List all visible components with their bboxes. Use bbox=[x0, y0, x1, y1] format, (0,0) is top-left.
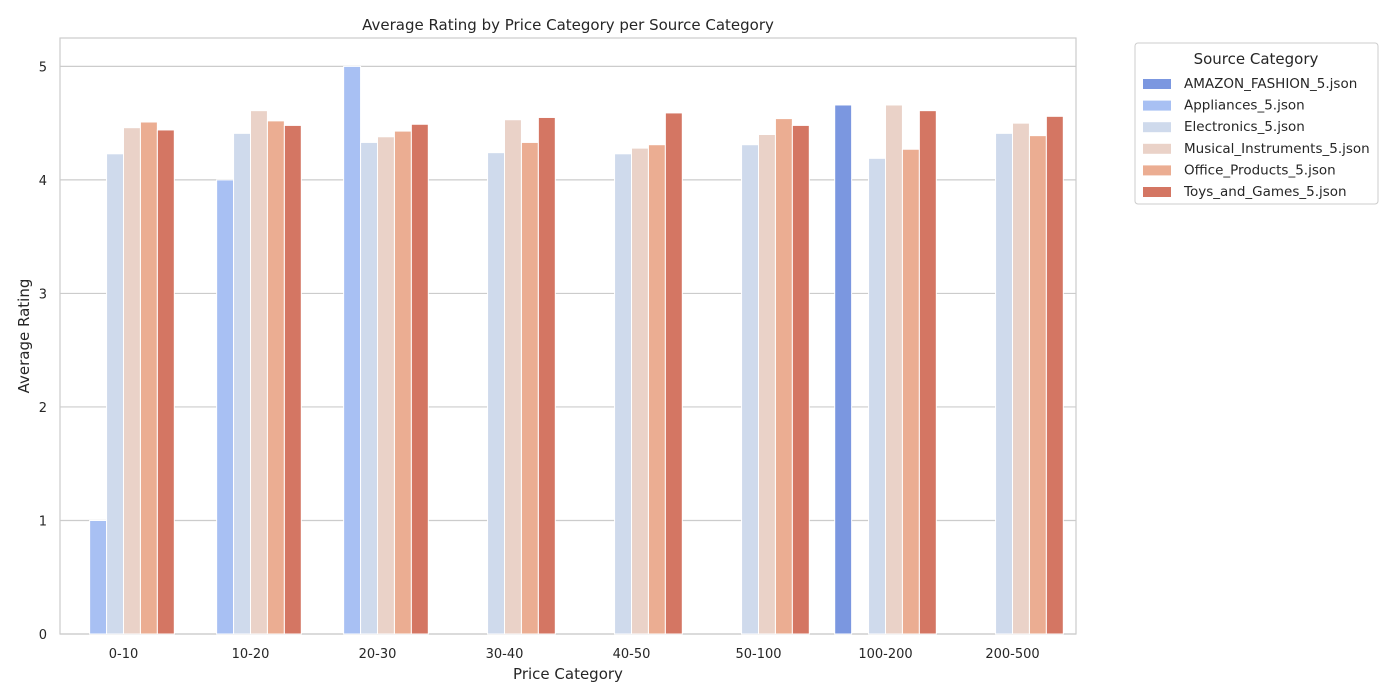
y-tick-label: 0 bbox=[39, 628, 47, 643]
bar bbox=[410, 123, 429, 635]
bar bbox=[614, 153, 632, 635]
legend-label: Appliances_5.json bbox=[1184, 98, 1305, 114]
bar bbox=[918, 110, 937, 635]
bar bbox=[123, 127, 141, 635]
bar bbox=[283, 124, 302, 635]
bar bbox=[360, 141, 379, 635]
bar bbox=[664, 112, 683, 635]
bar bbox=[1028, 135, 1047, 635]
y-tick-label: 5 bbox=[39, 60, 47, 75]
y-tick-label: 3 bbox=[39, 287, 47, 302]
bar bbox=[901, 148, 920, 635]
legend: Source Category AMAZON_FASHION_5.json App… bbox=[1134, 42, 1379, 205]
y-tick-label: 4 bbox=[39, 174, 47, 189]
bar bbox=[377, 136, 395, 635]
bar bbox=[487, 152, 506, 635]
y-axis-label: Average Rating bbox=[15, 279, 33, 394]
bar bbox=[1012, 122, 1030, 635]
bar bbox=[741, 144, 759, 635]
bar bbox=[343, 65, 362, 635]
y-tick-label: 2 bbox=[39, 401, 47, 416]
bar bbox=[647, 144, 666, 635]
x-tick-label: 50-100 bbox=[735, 647, 781, 662]
legend-swatch bbox=[1143, 187, 1171, 197]
chart-title: Average Rating by Price Category per Sou… bbox=[362, 16, 774, 34]
legend-label: Office_Products_5.json bbox=[1184, 162, 1336, 178]
bar bbox=[106, 153, 124, 635]
bars bbox=[89, 65, 1064, 635]
bar bbox=[233, 132, 251, 635]
x-axis-label: Price Category bbox=[513, 665, 623, 683]
bar bbox=[266, 120, 285, 635]
legend-label: Musical_Instruments_5.json bbox=[1184, 141, 1370, 157]
legend-label: Electronics_5.json bbox=[1184, 119, 1305, 135]
bar bbox=[139, 121, 158, 635]
y-axis-ticks: 0 1 2 3 4 5 bbox=[39, 60, 47, 643]
bar bbox=[156, 129, 175, 635]
x-tick-label: 200-500 bbox=[985, 647, 1039, 662]
x-axis-ticks: 0-10 10-20 20-30 30-40 40-50 50-100 100-200 200… bbox=[109, 647, 1040, 662]
legend-frame bbox=[1134, 42, 1379, 205]
x-tick-label: 100-200 bbox=[858, 647, 912, 662]
bar bbox=[89, 519, 108, 635]
bar bbox=[791, 124, 810, 635]
bar bbox=[834, 104, 853, 635]
legend-swatch bbox=[1143, 100, 1171, 111]
bar bbox=[537, 116, 556, 635]
bar bbox=[393, 130, 412, 635]
x-tick-label: 10-20 bbox=[232, 647, 270, 662]
bar bbox=[758, 133, 776, 635]
bar bbox=[216, 179, 235, 635]
legend-swatch bbox=[1143, 79, 1171, 89]
bar bbox=[504, 119, 522, 635]
legend-swatch bbox=[1143, 143, 1171, 154]
bar bbox=[1045, 115, 1064, 635]
x-tick-label: 30-40 bbox=[486, 647, 524, 662]
legend-title: Source Category bbox=[1194, 50, 1319, 68]
bar bbox=[631, 147, 649, 635]
bar bbox=[774, 118, 793, 635]
bar bbox=[868, 157, 886, 635]
x-tick-label: 40-50 bbox=[613, 647, 651, 662]
legend-swatch bbox=[1143, 122, 1171, 133]
legend-swatch bbox=[1143, 165, 1171, 176]
x-tick-label: 20-30 bbox=[359, 647, 397, 662]
bar bbox=[885, 104, 903, 635]
legend-label: AMAZON_FASHION_5.json bbox=[1184, 76, 1357, 92]
x-tick-label: 0-10 bbox=[109, 647, 139, 662]
bar bbox=[520, 141, 539, 635]
y-tick-label: 1 bbox=[39, 514, 47, 529]
legend-label: Toys_and_Games_5.json bbox=[1183, 184, 1347, 200]
bar bbox=[995, 132, 1013, 635]
bar bbox=[250, 110, 268, 635]
